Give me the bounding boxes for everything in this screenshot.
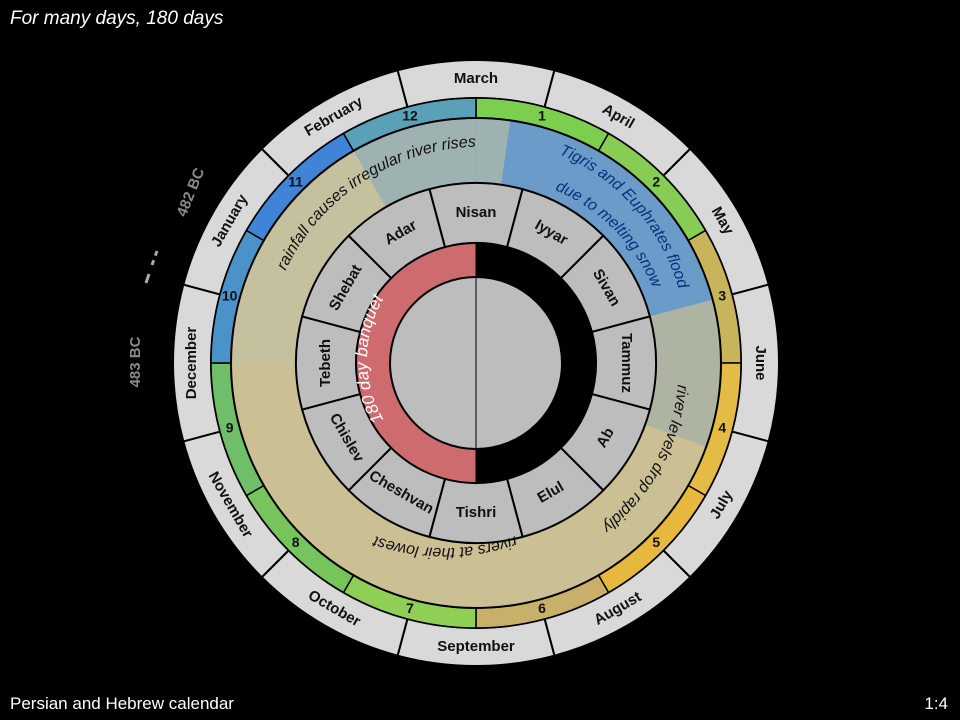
month-number-5: 5 [652,534,660,550]
month-label-june: June [752,345,769,380]
month-number-1: 1 [538,107,546,123]
season-band-outline [230,117,722,609]
hebrew-cell-adar [347,187,447,280]
year-label-483: 483 BC [127,336,144,387]
hebrew-label-nisan: Nisan [456,204,497,221]
banquet-arc [357,244,476,482]
hebrew-label-tebeth: Tebeth [317,339,334,387]
hebrew-label-tammuz: Tammuz [618,333,635,393]
year-label-482: 482 BC [173,165,208,219]
month-number-11: 11 [288,173,303,189]
month-label-march: March [454,70,498,87]
month-label-december: December [183,327,200,400]
month-number-3: 3 [718,288,726,304]
page-number: 1:4 [924,694,948,713]
month-number-12: 12 [402,107,418,123]
flood-transition [353,118,511,208]
month-number-9: 9 [226,420,234,436]
flood-fade [645,299,721,447]
month-number-7: 7 [406,600,414,616]
month-number-8: 8 [292,534,300,550]
month-number-4: 4 [718,420,726,436]
month-number-2: 2 [652,173,660,189]
month-number-10: 10 [222,288,238,304]
rain-zone [231,150,386,363]
month-label-september: September [437,638,515,655]
hebrew-label-tishri: Tishri [456,504,497,521]
footer-caption: Persian and Hebrew calendar [10,694,234,713]
slide-title: For many days, 180 days [10,8,224,29]
season-band [230,117,722,609]
month-number-6: 6 [538,600,546,616]
hebrew-month-ring: NisanIyyarSivanTammuzAbElulTishriCheshva… [295,182,657,544]
flood-zone [501,120,713,317]
